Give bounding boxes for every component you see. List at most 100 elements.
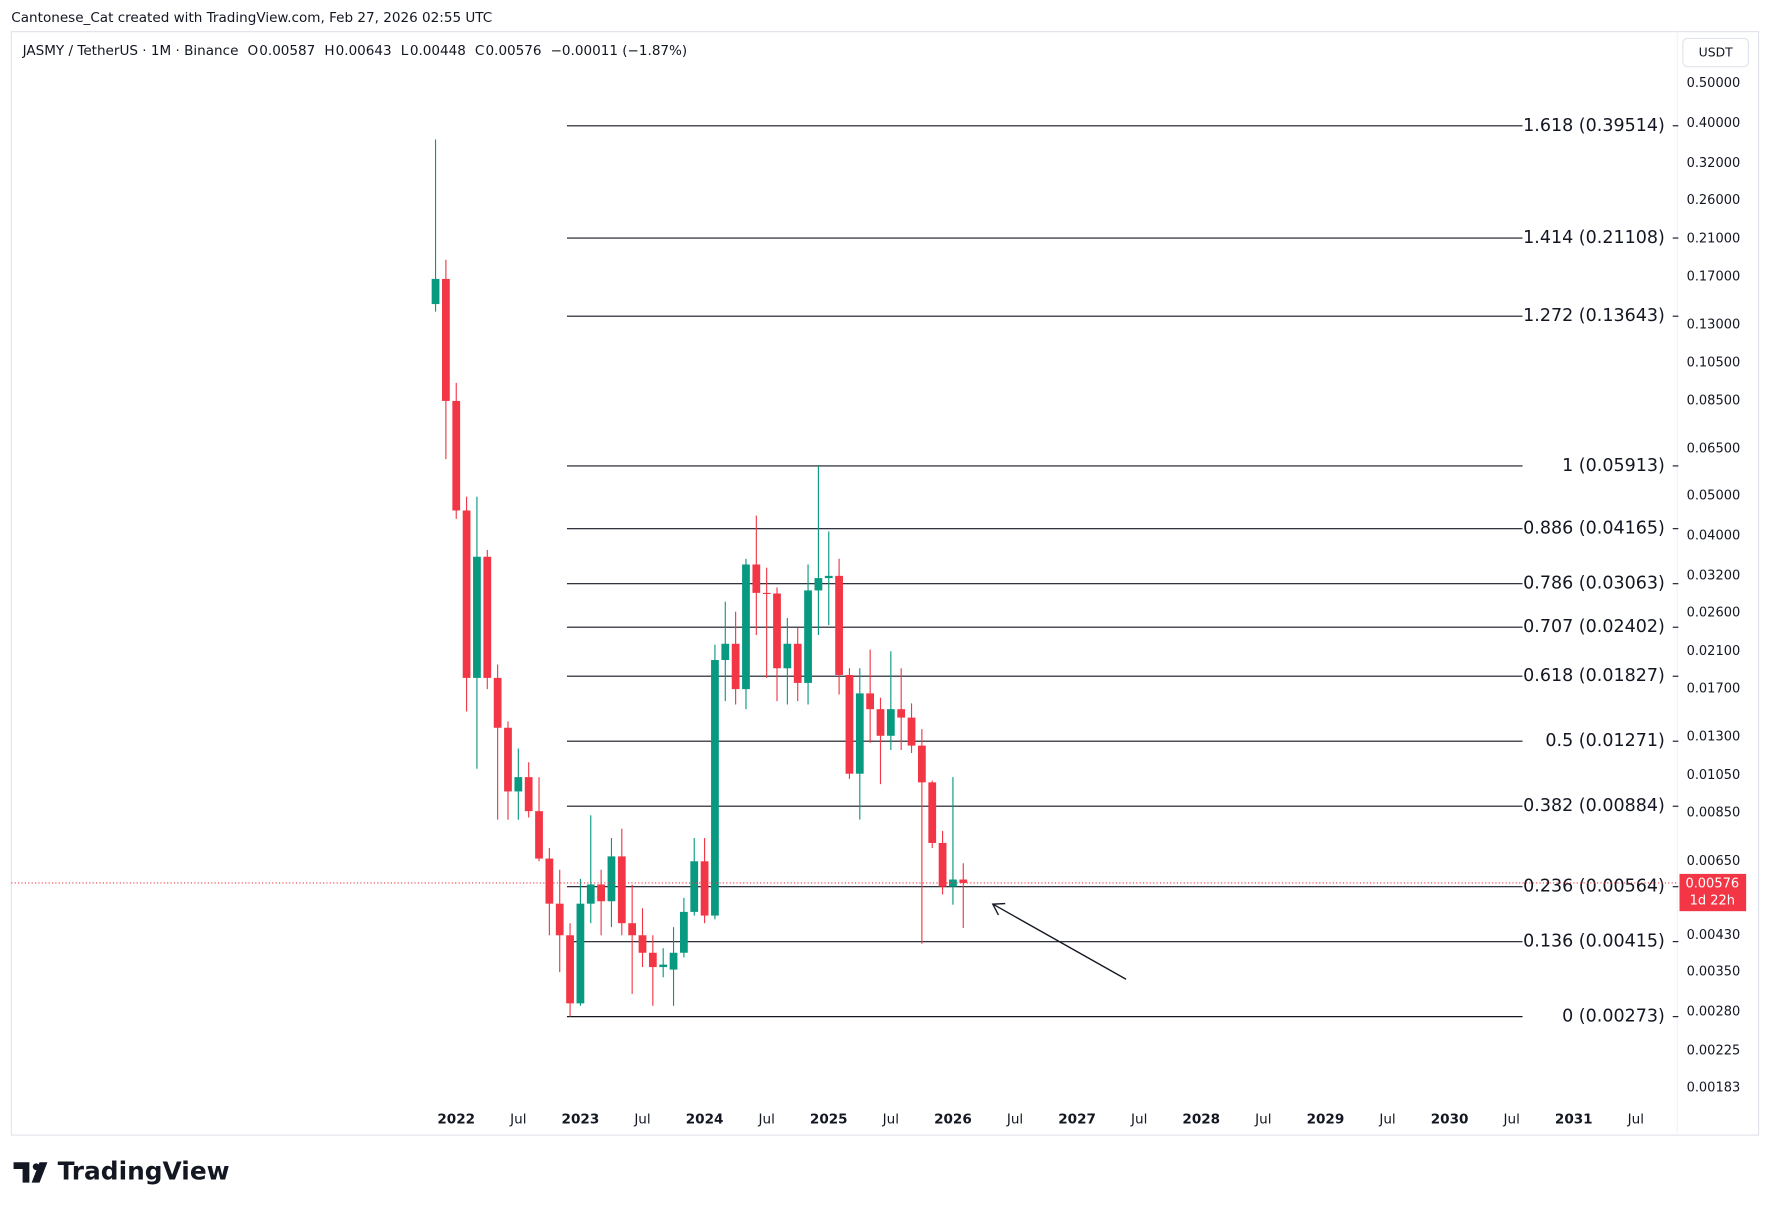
x-tick-label: 2030	[1431, 1111, 1469, 1127]
candle-body	[700, 861, 709, 916]
candle-body	[690, 861, 699, 912]
candle-body	[814, 578, 823, 591]
x-tick-label: Jul	[509, 1111, 526, 1127]
y-tick-label: 0.00280	[1687, 1005, 1741, 1020]
y-tick-label: 0.17000	[1687, 269, 1741, 284]
y-tick-label: 0.01700	[1687, 682, 1741, 697]
legend-value: 0.00576	[486, 43, 542, 59]
x-tick-label: Jul	[757, 1111, 774, 1127]
y-tick-label: 0.21000	[1687, 231, 1741, 246]
legend-value: 0.00643	[336, 43, 392, 59]
candle-body	[793, 643, 802, 683]
fib-label: 0.236 (0.00564)	[1523, 877, 1665, 897]
x-tick-label: 2026	[934, 1111, 972, 1127]
y-tick-label: 0.03200	[1687, 568, 1741, 583]
legend-value: 0.00448	[410, 43, 466, 59]
candle-body	[835, 575, 843, 675]
brand: TradingView	[58, 1156, 230, 1185]
candle-body	[959, 879, 968, 883]
fib-label: 1.618 (0.39514)	[1523, 116, 1665, 136]
candle-body	[442, 278, 450, 401]
x-tick-label: 2024	[686, 1111, 724, 1127]
x-tick-label: Jul	[1254, 1111, 1271, 1127]
candle-body	[804, 590, 812, 683]
candle-body	[504, 727, 512, 792]
candle-body	[452, 400, 461, 511]
y-tick-label: 0.00183	[1687, 1081, 1741, 1096]
unit-box[interactable]	[1682, 37, 1749, 68]
candle-body	[742, 564, 750, 690]
fib-label: 1.414 (0.21108)	[1523, 228, 1665, 248]
symbol-title: JASMY / TetherUS · 1M · Binance	[22, 43, 239, 59]
y-tick-label: 0.00225	[1687, 1044, 1741, 1059]
x-tick-label: 2023	[562, 1111, 600, 1127]
logo: TradingView	[13, 1156, 230, 1185]
y-tick-label: 0.01050	[1687, 768, 1741, 783]
candle-body	[648, 952, 657, 968]
legend-value: 0.00587	[259, 43, 315, 59]
candle-body	[638, 935, 647, 953]
last-price-label: 0.00576	[1685, 877, 1739, 892]
x-tick-label: 2025	[810, 1111, 848, 1127]
x-tick-label: 2029	[1307, 1111, 1345, 1127]
candle-body	[824, 575, 833, 579]
legend-key: L	[401, 43, 409, 59]
y-tick-label: 0.02600	[1687, 606, 1741, 621]
fib-label: 0.5 (0.01271)	[1545, 731, 1664, 751]
y-tick-label: 0.40000	[1687, 116, 1741, 131]
candle-body	[535, 811, 543, 859]
fib-label: 0.136 (0.00415)	[1523, 932, 1665, 952]
candle-body	[566, 935, 574, 1004]
x-tick-label: 2022	[437, 1111, 475, 1127]
fib-label: 0.618 (0.01827)	[1523, 666, 1665, 686]
candle-body	[607, 856, 616, 902]
candle-body	[866, 693, 875, 710]
candle-body	[949, 879, 957, 887]
candle-body	[876, 709, 885, 736]
x-tick-label: Jul	[1006, 1111, 1023, 1127]
x-tick-label: Jul	[1627, 1111, 1644, 1127]
candle-body	[493, 677, 502, 728]
unit-label[interactable]: USDT	[1699, 45, 1734, 60]
candle-body	[431, 278, 440, 305]
legend-change: −0.00011 (−1.87%)	[551, 43, 688, 59]
candle-body	[597, 884, 605, 902]
candle-body	[524, 777, 533, 812]
fib-label: 1.272 (0.13643)	[1523, 306, 1665, 326]
y-tick-label: 0.02100	[1687, 644, 1741, 659]
legend-key: O	[247, 43, 258, 59]
candle-body	[586, 884, 595, 904]
logo-mark	[13, 1162, 48, 1183]
candle-body	[473, 556, 481, 678]
x-tick-label: Jul	[1503, 1111, 1520, 1127]
candle-body	[617, 856, 626, 924]
logo-dot	[32, 1163, 40, 1171]
candle-body	[462, 510, 471, 678]
legend-key: H	[324, 43, 334, 59]
y-tick-label: 0.26000	[1687, 193, 1741, 208]
candle-body	[659, 964, 668, 968]
x-tick-label: Jul	[1130, 1111, 1147, 1127]
y-tick-label: 0.13000	[1687, 317, 1741, 332]
legend-key: C	[475, 43, 484, 59]
candle-body	[731, 643, 740, 690]
candle-body	[928, 782, 937, 843]
fib-label: 1 (0.05913)	[1562, 456, 1665, 476]
ohlc-legend: O 0.00587 H 0.00643 L 0.00448 C 0.00576 −0.00011…	[247, 43, 687, 59]
y-tick-label: 0.50000	[1687, 76, 1741, 91]
candle-body	[938, 842, 947, 887]
candle-body	[721, 643, 730, 661]
candle-body	[918, 745, 926, 783]
candle-body	[576, 903, 585, 1004]
y-tick-label: 0.08500	[1687, 393, 1741, 408]
x-tick-label: Jul	[882, 1111, 899, 1127]
y-tick-label: 0.00850	[1687, 806, 1741, 821]
y-tick-label: 0.00650	[1687, 854, 1741, 869]
candle-body	[752, 564, 761, 593]
candle-body	[762, 592, 771, 594]
y-tick-label: 0.04000	[1687, 528, 1741, 543]
fib-label: 0.707 (0.02402)	[1523, 617, 1665, 637]
candle-body	[545, 858, 554, 904]
